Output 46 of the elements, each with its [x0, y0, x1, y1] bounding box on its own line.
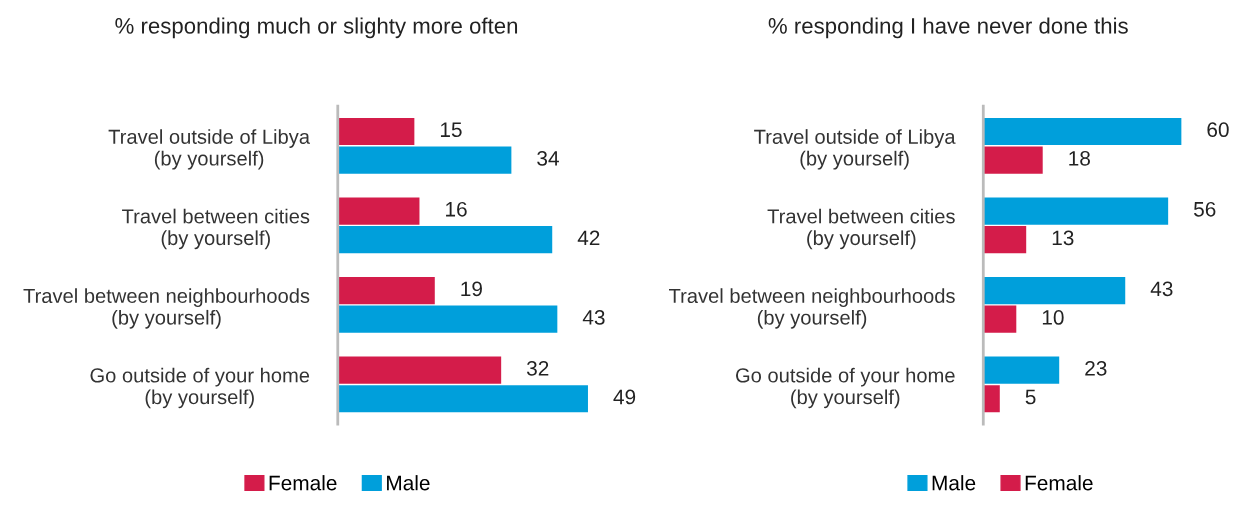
data-label: 19 — [461, 281, 482, 297]
data-label: 5 — [1025, 389, 1036, 405]
bar — [337, 146, 512, 174]
bar — [983, 117, 1182, 146]
bar — [983, 276, 1126, 305]
y-tick-label: Go outside of your home (by yourself) — [736, 367, 955, 409]
bar — [983, 146, 1043, 174]
bar — [983, 226, 1027, 254]
chart-title: % responding I have never done this — [768, 17, 1128, 39]
y-tick-label: Travel between cities (by yourself) — [122, 208, 310, 250]
bar — [337, 226, 553, 254]
legend-label: Male — [387, 475, 430, 491]
bar — [983, 385, 1000, 413]
data-label: 49 — [613, 389, 636, 405]
chart-title: % responding much or slighty more often — [115, 17, 518, 39]
y-tick-label: Travel outside of Libya (by yourself) — [754, 129, 956, 170]
y-tick-label: Travel outside of Libya (by yourself) — [108, 129, 311, 170]
y-tick-label: Travel between neighbourhoods (by yourself) — [23, 288, 310, 329]
bar — [983, 356, 1060, 384]
y-tick-label: Travel between neighbourhoods (by yourself) — [669, 288, 955, 329]
y-tick-label: Travel between cities (by yourself) — [767, 208, 955, 250]
data-label: 32 — [526, 360, 549, 376]
bar — [337, 356, 502, 384]
bar — [337, 276, 435, 305]
data-label: 16 — [446, 201, 467, 217]
data-label: 34 — [537, 150, 559, 166]
data-label: 13 — [1052, 230, 1074, 246]
data-label: 56 — [1193, 201, 1216, 217]
bar — [337, 197, 420, 225]
data-label: 42 — [577, 230, 600, 246]
bar — [337, 305, 558, 333]
legend-label: Female — [1025, 475, 1093, 491]
bar — [983, 305, 1017, 333]
bar — [337, 385, 588, 413]
data-label: 43 — [1150, 281, 1173, 297]
y-tick-label: Go outside of your home (by yourself) — [90, 367, 310, 409]
bar — [983, 197, 1169, 225]
data-label: 23 — [1085, 360, 1107, 376]
data-label: 18 — [1069, 150, 1090, 166]
bar — [337, 117, 415, 146]
data-label: 43 — [582, 310, 605, 325]
legend-label: Female — [269, 475, 337, 491]
data-label: 10 — [1042, 310, 1064, 325]
legend-label: Male — [932, 475, 976, 491]
data-label: 15 — [440, 122, 462, 138]
data-label: 60 — [1207, 122, 1229, 138]
